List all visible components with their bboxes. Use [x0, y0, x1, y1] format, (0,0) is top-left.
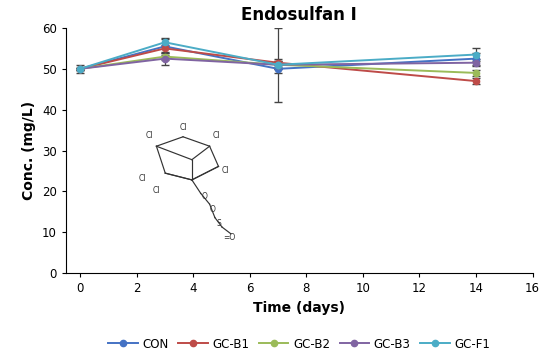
Title: Endosulfan I: Endosulfan I — [242, 6, 357, 24]
X-axis label: Time (days): Time (days) — [253, 301, 345, 315]
Legend: CON, GC-B1, GC-B2, GC-B3, GC-F1: CON, GC-B1, GC-B2, GC-B3, GC-F1 — [104, 333, 495, 350]
Y-axis label: Conc. (mg/L): Conc. (mg/L) — [23, 101, 36, 200]
